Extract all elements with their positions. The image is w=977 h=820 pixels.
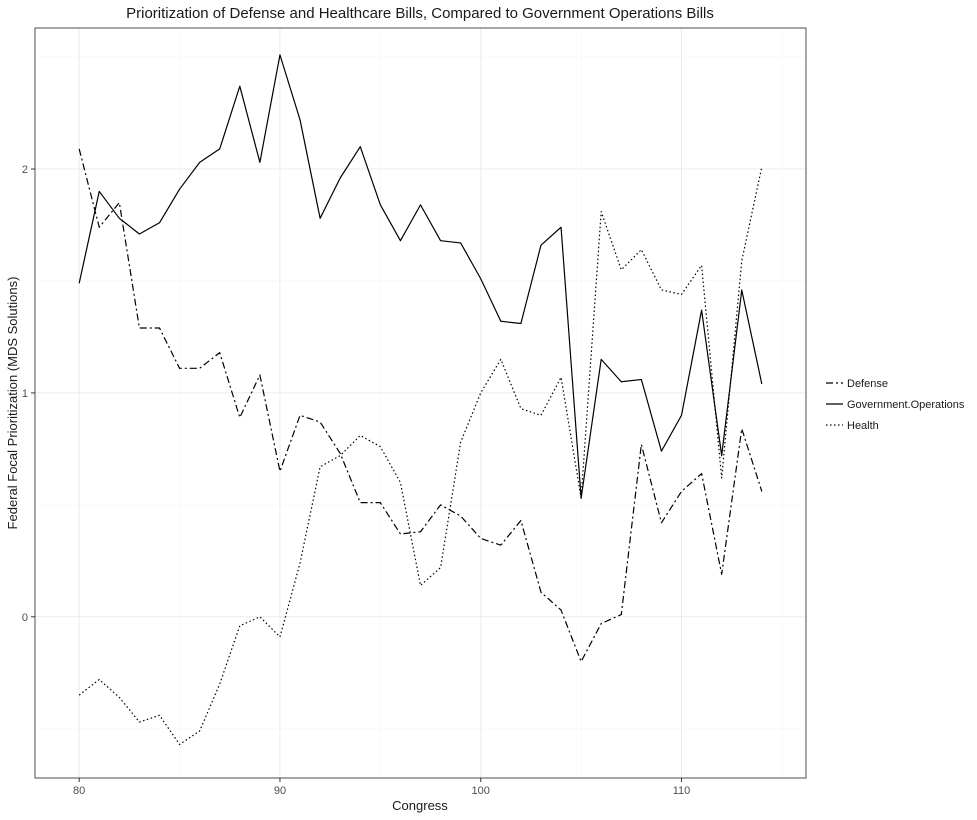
x-tick-label: 90: [274, 785, 286, 797]
y-tick-label: 2: [22, 164, 28, 176]
legend-label: Government.Operations: [847, 399, 965, 411]
x-tick-label: 110: [673, 785, 691, 797]
series-line-health: [78, 166, 763, 746]
x-axis-title: Congress: [392, 798, 448, 813]
legend: Defense Government.Operations Health: [826, 378, 965, 432]
y-tick-label: 1: [22, 388, 28, 400]
x-tick-label: 100: [472, 785, 490, 797]
series-line-defense: [78, 148, 763, 663]
chart-title: Prioritization of Defense and Healthcare…: [126, 5, 714, 22]
grid: [35, 28, 806, 778]
plot-panel-border: [34, 27, 807, 779]
x-axis: 80 90 100 110: [73, 778, 690, 797]
y-tick-label: 0: [22, 612, 28, 624]
y-axis: 0 1 2: [22, 164, 35, 624]
legend-label: Defense: [847, 378, 888, 390]
x-tick-label: 80: [73, 785, 85, 797]
legend-label: Health: [847, 420, 879, 432]
plot-lines: [78, 54, 763, 746]
series-line-government-operations: [78, 54, 763, 499]
y-axis-title: Federal Focal Prioritization (MDS Soluti…: [5, 277, 20, 530]
